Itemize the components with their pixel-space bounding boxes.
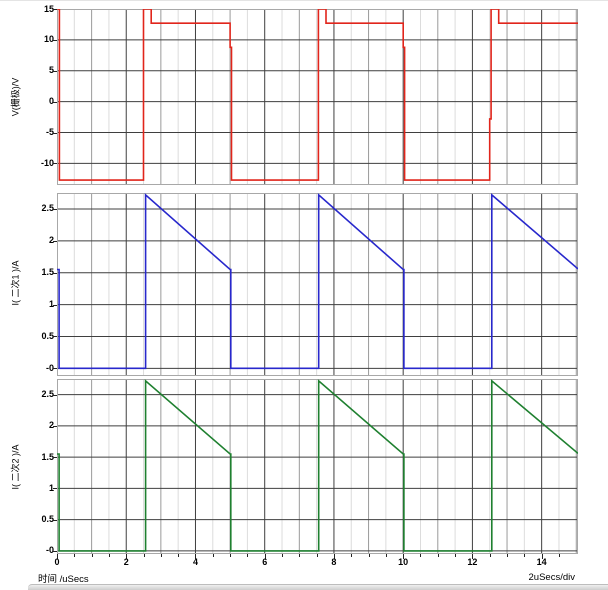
- x-tick-mark: [195, 554, 197, 559]
- y-tick-mark: [53, 272, 57, 274]
- x-tick-label: 4: [192, 557, 198, 567]
- x-tick-mark: [264, 554, 266, 559]
- y-tick-label: 2: [48, 420, 54, 431]
- y-tick-label: 0: [48, 96, 54, 107]
- y-tick-label: 0.5: [41, 514, 54, 525]
- x-tick-label: 6: [262, 557, 268, 567]
- x-tick-mark: [91, 554, 93, 557]
- panel-border: [57, 193, 578, 376]
- waveform-secondary1-current: [57, 193, 578, 370]
- x-tick-mark: [437, 554, 439, 557]
- y-tick-label: -5: [45, 127, 54, 137]
- y-tick-mark: [53, 457, 57, 459]
- x-tick-mark: [160, 554, 162, 557]
- y-tick-mark: [53, 101, 57, 103]
- y-tick-mark: [53, 488, 57, 490]
- y-tick-mark: [53, 368, 57, 370]
- y-tick-mark: [53, 336, 57, 338]
- y-tick-label: 1.5: [41, 451, 54, 462]
- y-tick-mark: [53, 39, 57, 41]
- y-tick-mark: [53, 550, 57, 552]
- x-tick-mark: [178, 554, 180, 557]
- x-tick-label: 12: [467, 557, 478, 567]
- waveform-secondary2-current: [57, 379, 578, 552]
- waveform-gate-voltage: [57, 9, 578, 181]
- x-tick-mark: [541, 554, 543, 559]
- y-tick-label: 1: [48, 299, 54, 310]
- x-tick-mark: [489, 554, 491, 557]
- x-tick-mark: [282, 554, 284, 557]
- x-tick-mark: [74, 554, 76, 557]
- y-tick-label: -0: [45, 545, 54, 556]
- x-tick-mark: [108, 554, 110, 557]
- y-tick-mark: [53, 304, 57, 306]
- x-tick-mark: [299, 554, 301, 557]
- y-tick-label: 0.5: [41, 330, 54, 341]
- y-tick-mark: [53, 132, 57, 134]
- y-tick-mark: [53, 425, 57, 427]
- panel-secondary2-current: [57, 379, 578, 554]
- y-tick-mark: [53, 208, 57, 210]
- x-tick-mark: [403, 554, 405, 559]
- x-tick-label: 8: [331, 557, 337, 567]
- y-tick-mark: [53, 519, 57, 521]
- y-tick-label: 1.5: [41, 267, 54, 278]
- x-tick-mark: [143, 554, 145, 557]
- panel-border: [57, 9, 578, 185]
- x-tick-label: 2: [123, 557, 129, 567]
- y-tick-mark: [53, 394, 57, 396]
- x-tick-mark: [420, 554, 422, 557]
- x-tick-mark: [126, 554, 128, 559]
- x-tick-mark: [472, 554, 474, 559]
- x-tick-label: 10: [398, 557, 409, 567]
- x-tick-mark: [507, 554, 509, 557]
- y-tick-label: 15: [43, 3, 54, 14]
- x-tick-mark: [316, 554, 318, 557]
- y-tick-label: 1: [48, 482, 54, 493]
- panel-secondary1-current: [57, 193, 578, 376]
- x-tick-mark: [212, 554, 214, 557]
- x-tick-mark: [455, 554, 457, 557]
- x-tick-mark: [385, 554, 387, 557]
- x-tick-mark: [351, 554, 353, 557]
- y-tick-label: 2: [48, 235, 54, 246]
- y-tick-label: -0: [45, 362, 54, 373]
- y-tick-mark: [53, 9, 57, 10]
- y-tick-mark: [53, 70, 57, 72]
- x-tick-label: 14: [536, 557, 547, 567]
- x-tick-mark: [247, 554, 249, 557]
- time-per-div-label: 2uSecs/div: [528, 572, 575, 583]
- y-tick-label: 2.5: [41, 203, 54, 214]
- y-tick-label: -10: [40, 157, 54, 168]
- y-tick-label: 10: [43, 34, 54, 45]
- x-tick-mark: [524, 554, 526, 557]
- y-tick-label: 2.5: [41, 389, 54, 400]
- x-tick-label: 0: [54, 557, 60, 567]
- x-axis-label: 时间 /uSecs: [38, 574, 89, 585]
- x-tick-mark: [333, 554, 335, 559]
- x-tick-mark: [558, 554, 560, 557]
- x-tick-mark: [368, 554, 370, 557]
- window-bottom-edge: [28, 584, 608, 590]
- y-tick-mark: [53, 163, 57, 165]
- y-tick-label: 5: [48, 65, 54, 76]
- x-tick-mark: [57, 554, 58, 559]
- y-tick-mark: [53, 240, 57, 242]
- x-tick-mark: [230, 554, 232, 557]
- panel-border: [57, 379, 578, 554]
- panel-gate-voltage: [57, 9, 578, 185]
